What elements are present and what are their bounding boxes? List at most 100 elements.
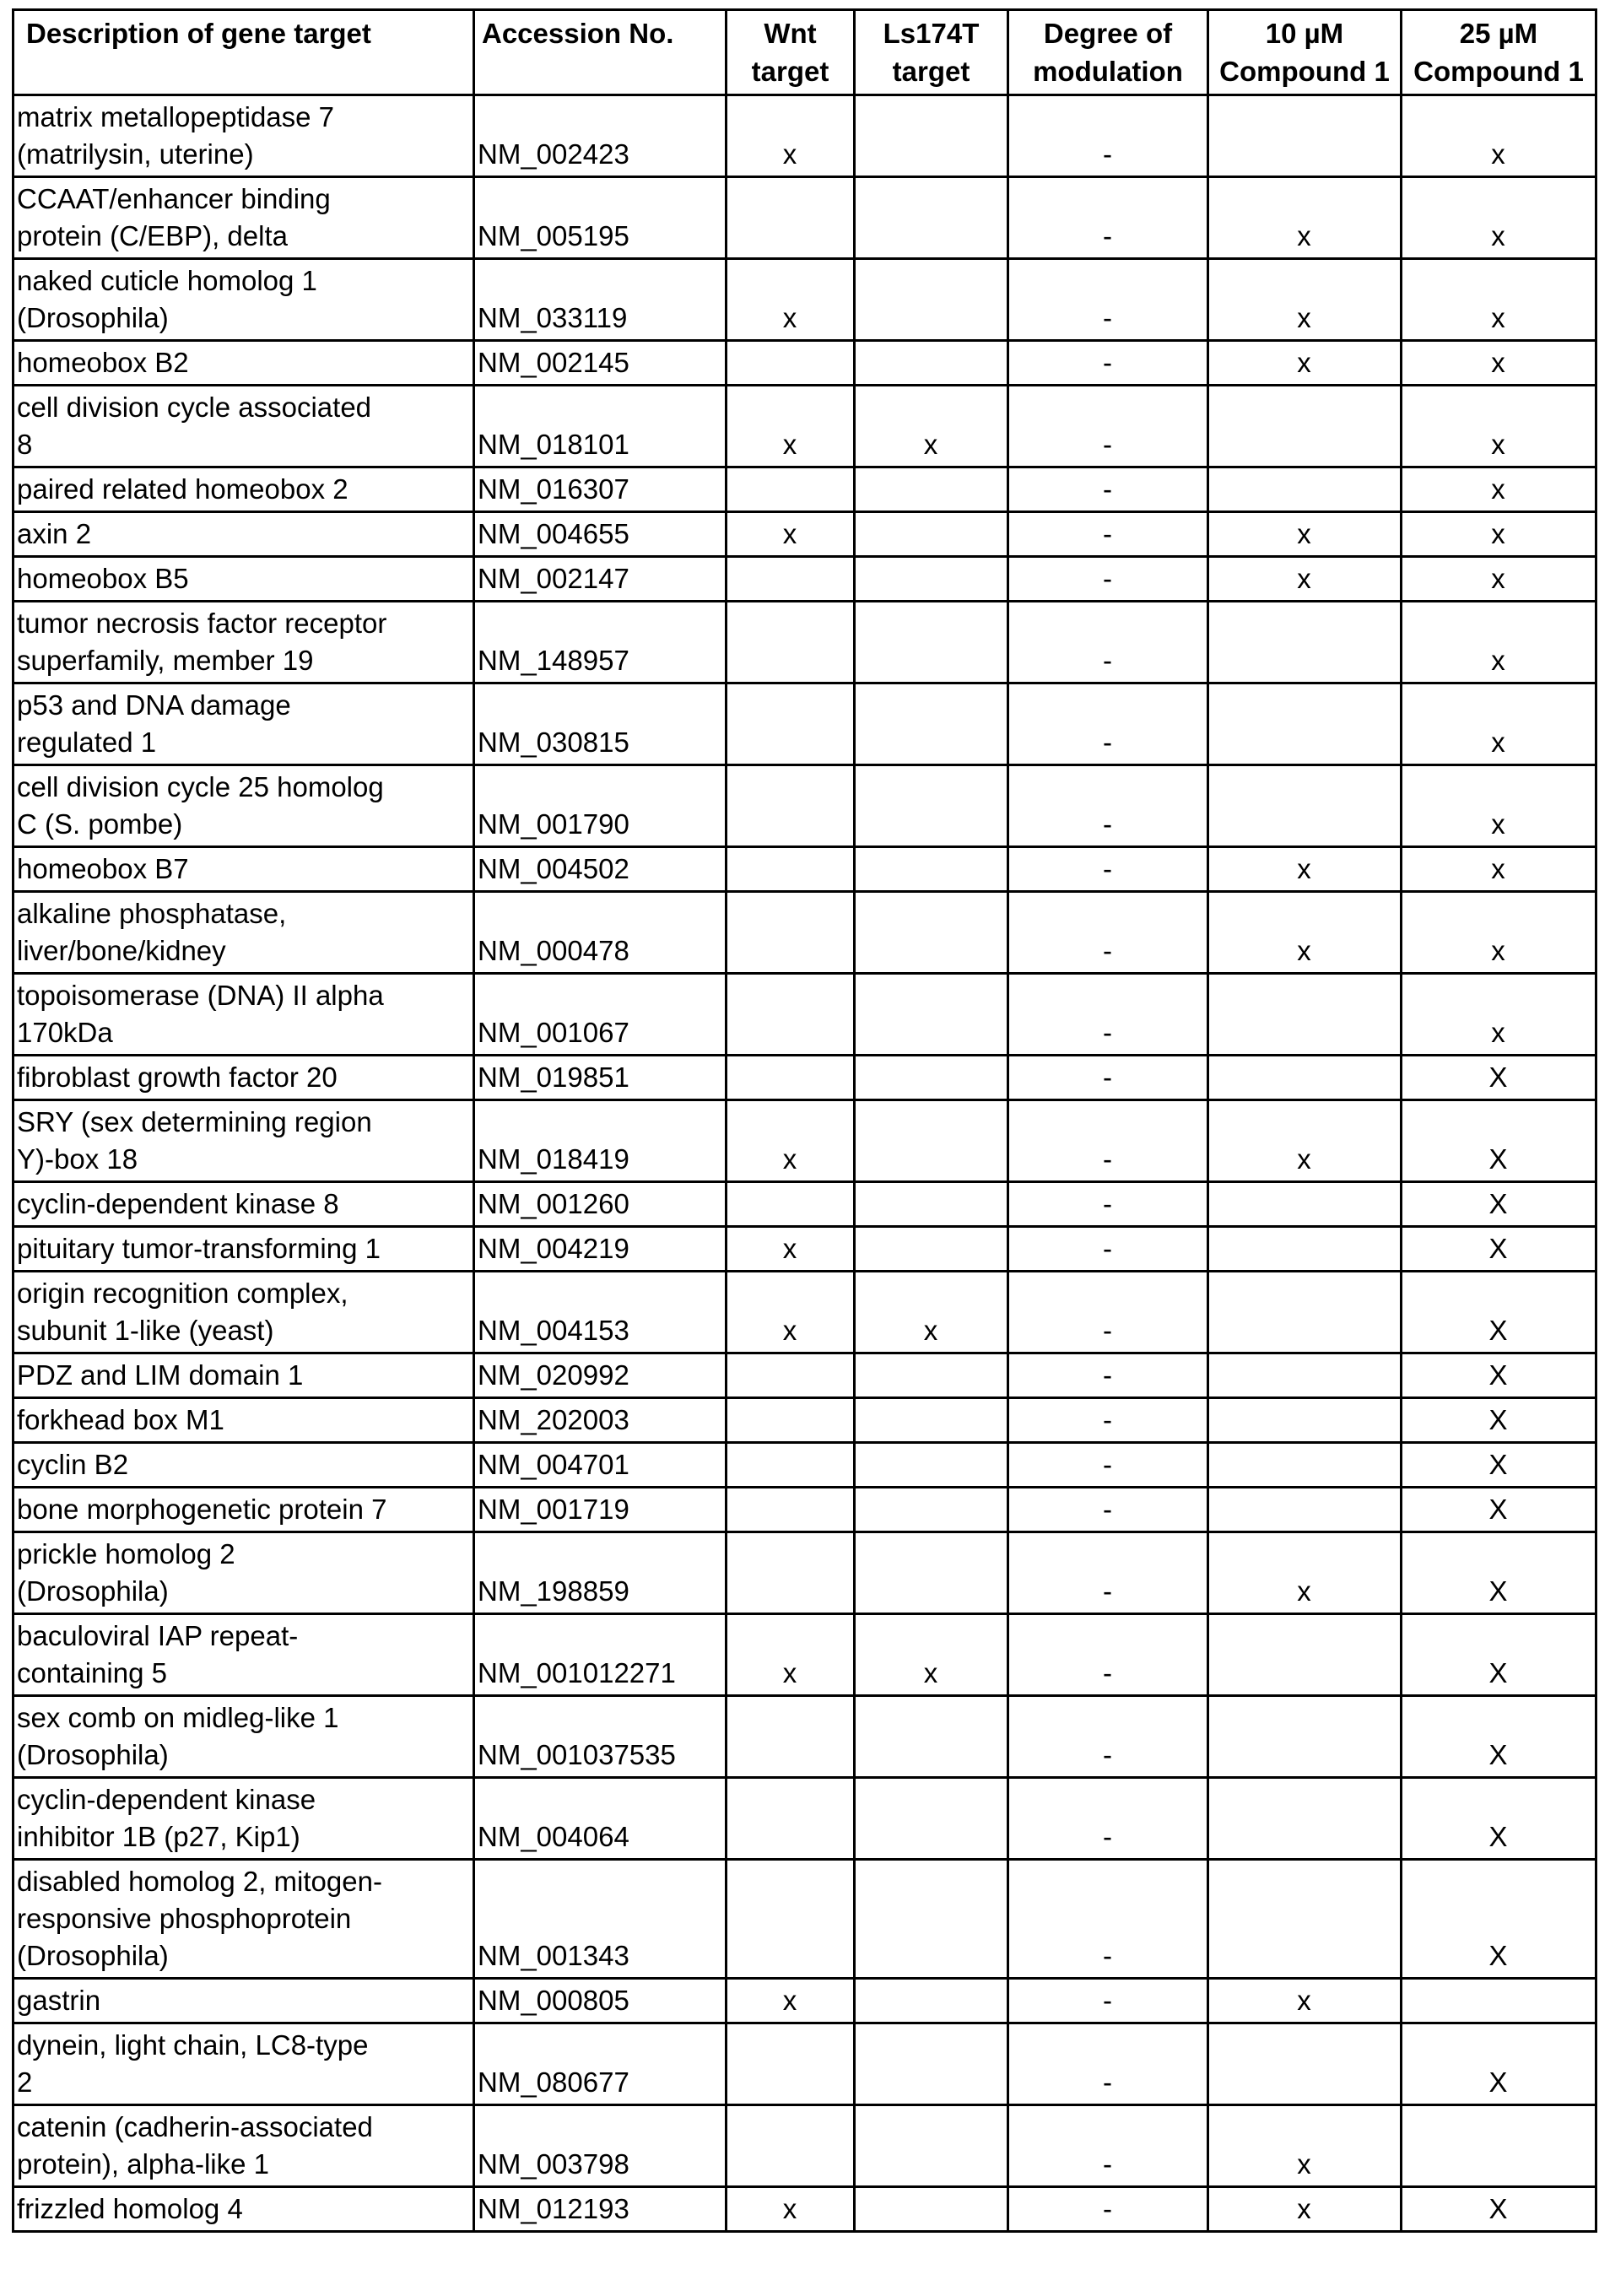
cell-accession: NM_001037535 <box>474 1696 727 1778</box>
cell-ls174t-target <box>855 259 1008 341</box>
cell-description: pituitary tumor-transforming 1 <box>14 1227 474 1272</box>
cell-ls174t-target <box>855 892 1008 974</box>
cell-10um-compound-1 <box>1208 1860 1402 1979</box>
cell-description: disabled homolog 2, mitogen- responsive … <box>14 1860 474 1979</box>
cell-accession: NM_004655 <box>474 512 727 557</box>
cell-description: catenin (cadherin-associated protein), a… <box>14 2105 474 2187</box>
cell-wnt-target <box>727 557 855 602</box>
cell-accession: NM_002145 <box>474 341 727 386</box>
cell-25um-compound-1: X <box>1402 2023 1596 2105</box>
table-row: p53 and DNA damage regulated 1NM_030815-… <box>14 683 1596 765</box>
table-row: frizzled homolog 4NM_012193x-xX <box>14 2187 1596 2232</box>
cell-ls174t-target <box>855 1778 1008 1860</box>
cell-wnt-target <box>727 1488 855 1532</box>
cell-10um-compound-1 <box>1208 1272 1402 1353</box>
cell-25um-compound-1: X <box>1402 1100 1596 1182</box>
cell-ls174t-target <box>855 1398 1008 1443</box>
cell-10um-compound-1 <box>1208 1227 1402 1272</box>
header-25um-compound-1: 25 µM Compound 1 <box>1402 10 1596 95</box>
cell-ls174t-target <box>855 1443 1008 1488</box>
cell-degree-of-modulation: - <box>1008 341 1208 386</box>
cell-description: cell division cycle 25 homolog C (S. pom… <box>14 765 474 847</box>
header-wnt-target: Wnt target <box>727 10 855 95</box>
cell-10um-compound-1: x <box>1208 2187 1402 2232</box>
cell-accession: NM_002147 <box>474 557 727 602</box>
cell-description: cyclin B2 <box>14 1443 474 1488</box>
cell-ls174t-target <box>855 1488 1008 1532</box>
cell-10um-compound-1: x <box>1208 259 1402 341</box>
cell-25um-compound-1: x <box>1402 847 1596 892</box>
table-row: alkaline phosphatase, liver/bone/kidneyN… <box>14 892 1596 974</box>
table-row: forkhead box M1NM_202003-X <box>14 1398 1596 1443</box>
cell-ls174t-target <box>855 2105 1008 2187</box>
cell-degree-of-modulation: - <box>1008 259 1208 341</box>
table-row: gastrinNM_000805x-x <box>14 1979 1596 2023</box>
cell-degree-of-modulation: - <box>1008 892 1208 974</box>
cell-accession: NM_004153 <box>474 1272 727 1353</box>
cell-description: PDZ and LIM domain 1 <box>14 1353 474 1398</box>
cell-description: gastrin <box>14 1979 474 2023</box>
cell-wnt-target <box>727 847 855 892</box>
cell-accession: NM_000805 <box>474 1979 727 2023</box>
cell-wnt-target: x <box>727 95 855 177</box>
cell-ls174t-target: x <box>855 1614 1008 1696</box>
table-row: matrix metallopeptidase 7 (matrilysin, u… <box>14 95 1596 177</box>
cell-25um-compound-1: X <box>1402 1227 1596 1272</box>
cell-10um-compound-1: x <box>1208 1979 1402 2023</box>
cell-25um-compound-1: X <box>1402 1488 1596 1532</box>
cell-accession: NM_004502 <box>474 847 727 892</box>
cell-description: baculoviral IAP repeat- containing 5 <box>14 1614 474 1696</box>
cell-degree-of-modulation: - <box>1008 177 1208 259</box>
cell-degree-of-modulation: - <box>1008 1696 1208 1778</box>
cell-description: sex comb on midleg-like 1 (Drosophila) <box>14 1696 474 1778</box>
cell-degree-of-modulation: - <box>1008 2023 1208 2105</box>
cell-25um-compound-1: x <box>1402 467 1596 512</box>
cell-description: naked cuticle homolog 1 (Drosophila) <box>14 259 474 341</box>
cell-description: axin 2 <box>14 512 474 557</box>
cell-wnt-target: x <box>727 512 855 557</box>
cell-degree-of-modulation: - <box>1008 974 1208 1056</box>
cell-accession: NM_016307 <box>474 467 727 512</box>
cell-ls174t-target <box>855 974 1008 1056</box>
cell-25um-compound-1: x <box>1402 177 1596 259</box>
table-row: cyclin-dependent kinase 8NM_001260-X <box>14 1182 1596 1227</box>
table-row: fibroblast growth factor 20NM_019851-X <box>14 1056 1596 1100</box>
cell-10um-compound-1 <box>1208 95 1402 177</box>
cell-25um-compound-1 <box>1402 1979 1596 2023</box>
cell-degree-of-modulation: - <box>1008 1443 1208 1488</box>
table-row: prickle homolog 2 (Drosophila)NM_198859-… <box>14 1532 1596 1614</box>
cell-ls174t-target <box>855 1100 1008 1182</box>
table-row: PDZ and LIM domain 1NM_020992-X <box>14 1353 1596 1398</box>
table-row: naked cuticle homolog 1 (Drosophila)NM_0… <box>14 259 1596 341</box>
cell-degree-of-modulation: - <box>1008 1860 1208 1979</box>
cell-25um-compound-1: X <box>1402 1778 1596 1860</box>
cell-25um-compound-1: x <box>1402 557 1596 602</box>
cell-ls174t-target: x <box>855 1272 1008 1353</box>
cell-wnt-target <box>727 177 855 259</box>
table-row: sex comb on midleg-like 1 (Drosophila)NM… <box>14 1696 1596 1778</box>
cell-accession: NM_012193 <box>474 2187 727 2232</box>
cell-10um-compound-1 <box>1208 1443 1402 1488</box>
cell-accession: NM_202003 <box>474 1398 727 1443</box>
cell-description: alkaline phosphatase, liver/bone/kidney <box>14 892 474 974</box>
cell-10um-compound-1 <box>1208 1398 1402 1443</box>
cell-wnt-target: x <box>727 1227 855 1272</box>
cell-ls174t-target <box>855 1353 1008 1398</box>
cell-degree-of-modulation: - <box>1008 602 1208 683</box>
cell-degree-of-modulation: - <box>1008 847 1208 892</box>
cell-degree-of-modulation: - <box>1008 1056 1208 1100</box>
cell-10um-compound-1 <box>1208 1182 1402 1227</box>
cell-ls174t-target <box>855 2023 1008 2105</box>
cell-10um-compound-1 <box>1208 386 1402 467</box>
cell-accession: NM_001012271 <box>474 1614 727 1696</box>
cell-wnt-target: x <box>727 1614 855 1696</box>
cell-25um-compound-1: X <box>1402 1398 1596 1443</box>
cell-accession: NM_030815 <box>474 683 727 765</box>
table-row: CCAAT/enhancer binding protein (C/EBP), … <box>14 177 1596 259</box>
header-description: Description of gene target <box>14 10 474 95</box>
cell-accession: NM_148957 <box>474 602 727 683</box>
cell-10um-compound-1 <box>1208 974 1402 1056</box>
cell-wnt-target <box>727 1778 855 1860</box>
cell-wnt-target <box>727 892 855 974</box>
cell-accession: NM_002423 <box>474 95 727 177</box>
